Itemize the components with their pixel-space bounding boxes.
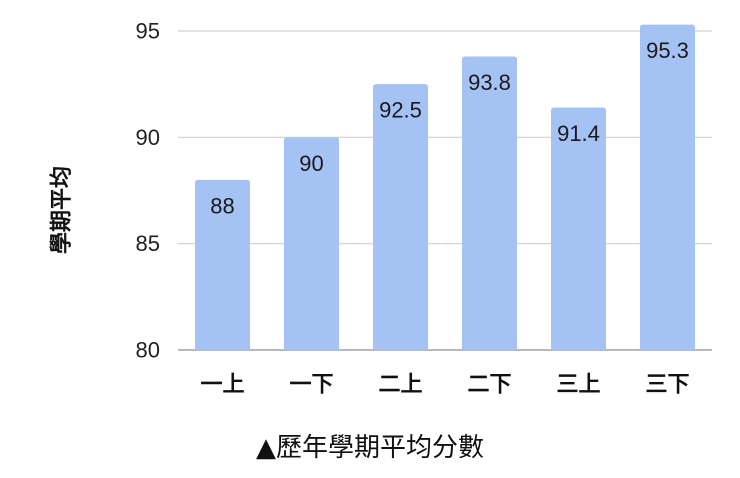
data-labels: 88 90 92.5 93.8 91.4 95.3: [210, 38, 689, 218]
bar-二上: [373, 84, 428, 351]
chart-caption: ▲歷年學期平均分數: [256, 433, 484, 463]
x-tick-label: 二下: [467, 373, 511, 398]
data-label: 92.5: [379, 98, 422, 123]
y-axis-label: 學期平均: [49, 166, 75, 254]
y-tick-labels: 80 85 90 95: [136, 19, 160, 363]
bars: [195, 24, 695, 351]
data-label: 91.4: [557, 121, 600, 146]
bar-一下: [284, 137, 339, 350]
bar-三上: [551, 107, 606, 350]
data-label: 93.8: [468, 70, 511, 95]
y-tick-label: 95: [136, 19, 160, 44]
x-tick-label: 三下: [645, 373, 689, 398]
x-tick-label: 一上: [200, 373, 244, 398]
gridlines: [178, 30, 712, 351]
x-tick-label: 二上: [378, 373, 422, 398]
data-label: 88: [210, 193, 234, 218]
x-tick-label: 一下: [289, 373, 333, 398]
y-tick-label: 80: [136, 338, 160, 363]
x-tick-labels: 一上 一下 二上 二下 三上 三下: [200, 373, 689, 398]
data-label: 95.3: [646, 38, 689, 63]
data-label: 90: [299, 151, 323, 176]
y-tick-label: 90: [136, 125, 160, 150]
bar-二下: [462, 56, 517, 351]
x-tick-label: 三上: [556, 373, 600, 398]
y-tick-label: 85: [136, 231, 160, 256]
bar-一上: [195, 179, 250, 350]
bar-三下: [640, 24, 695, 351]
